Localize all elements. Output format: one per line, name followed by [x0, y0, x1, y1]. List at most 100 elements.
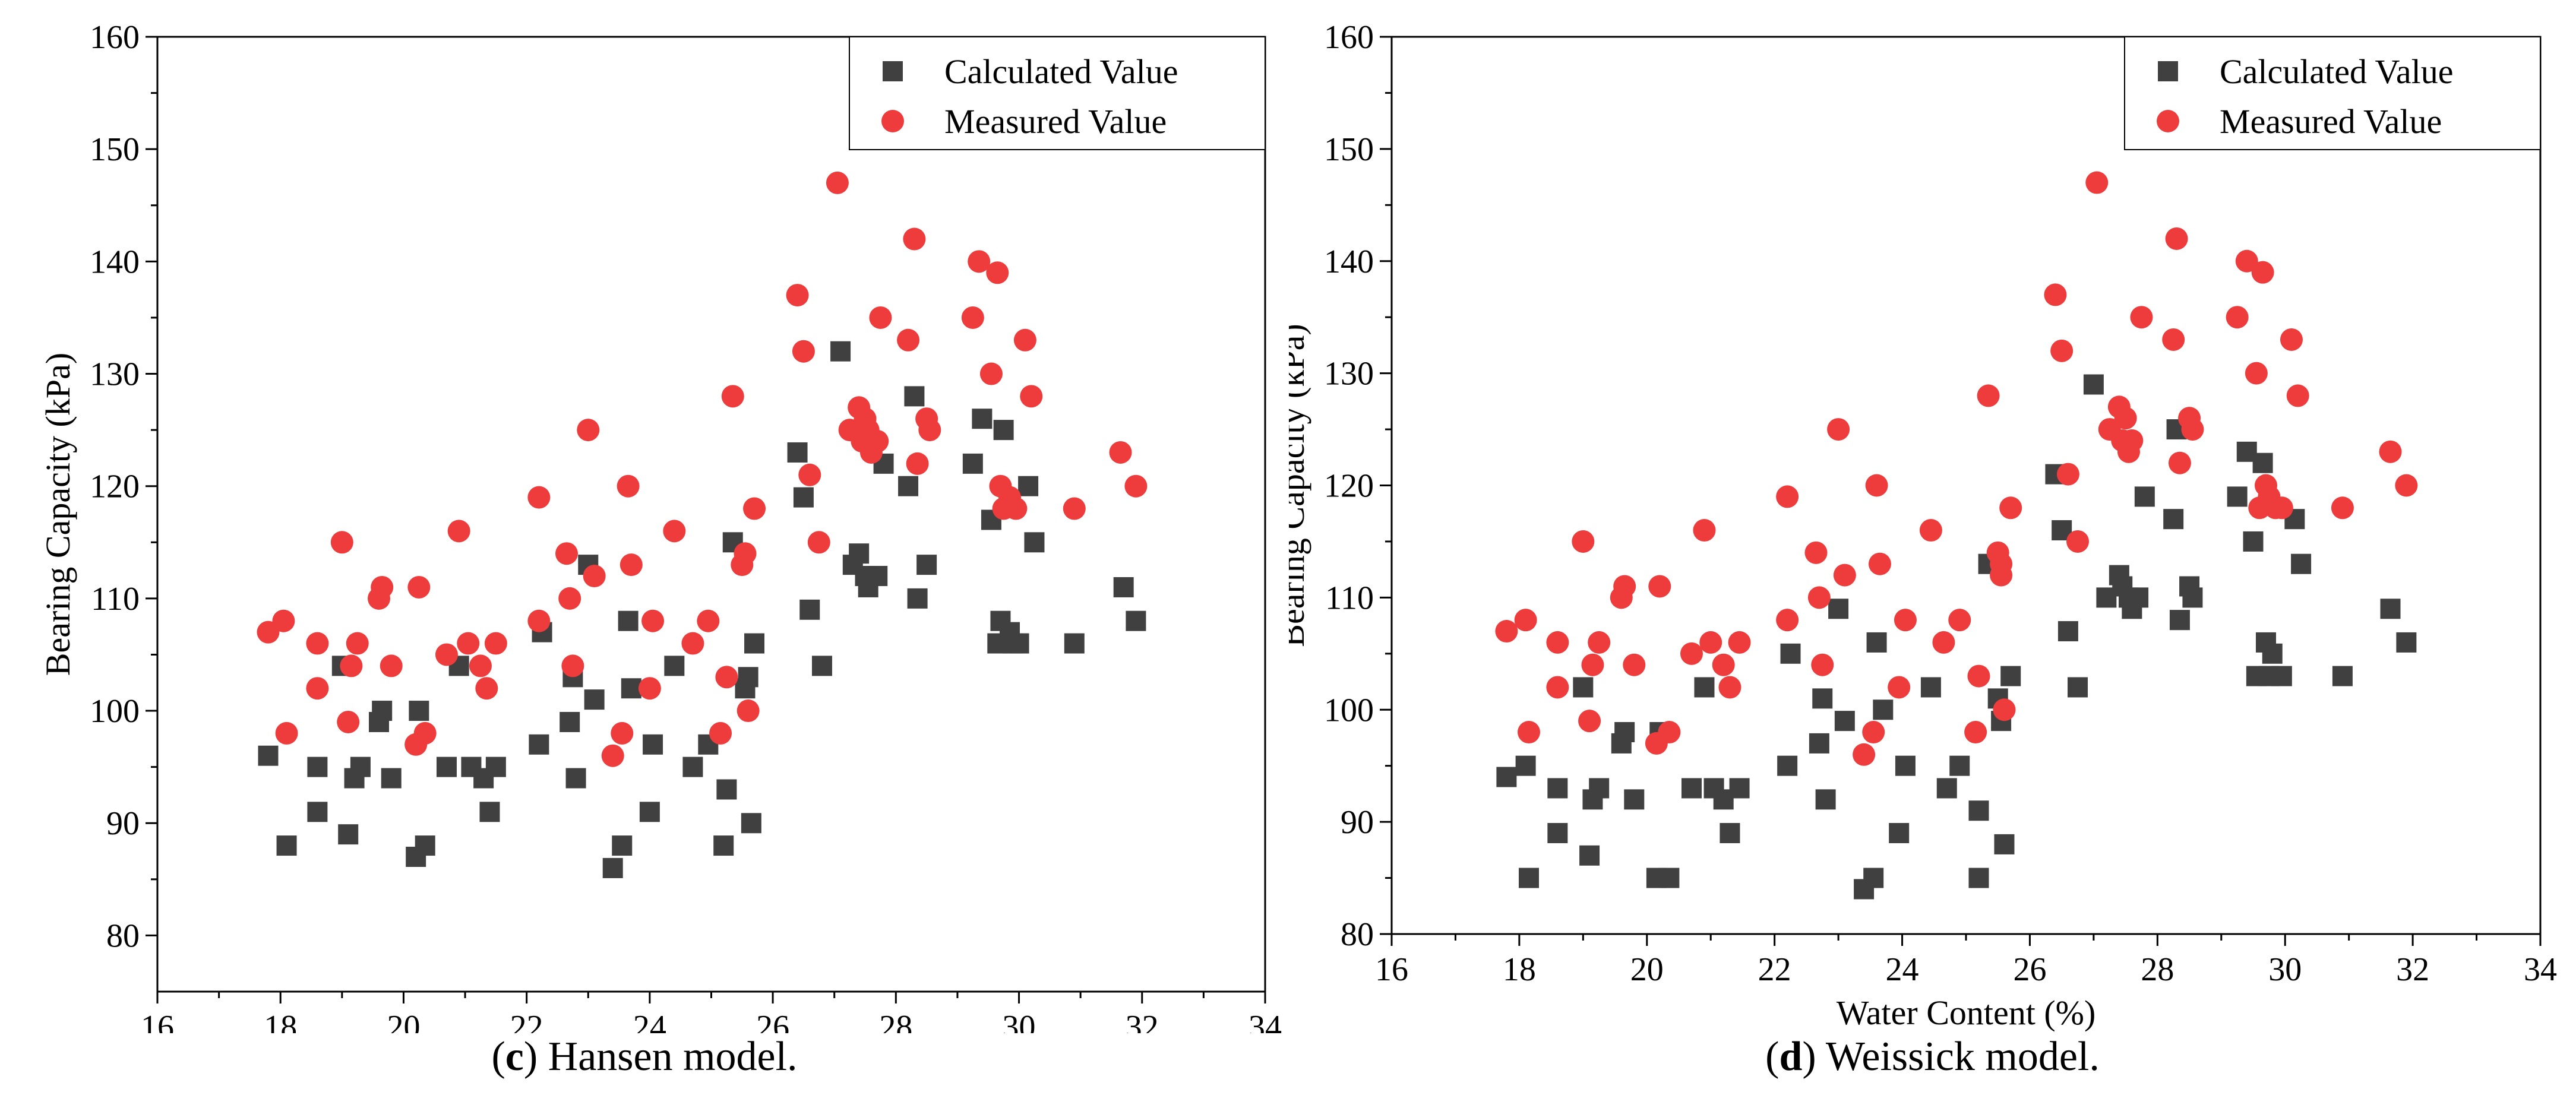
chart-d-point-measured: [1993, 698, 2016, 721]
chart-c-point-calculated: [415, 835, 435, 856]
chart-c-point-calculated: [907, 588, 928, 609]
chart-c-point-measured: [475, 677, 498, 700]
chart-d-point-measured: [1932, 631, 1955, 654]
chart-c-point-measured: [577, 419, 600, 442]
chart-d-point-measured: [1999, 496, 2022, 520]
chart-d-point-measured: [1581, 653, 1604, 676]
chart-d-point-calculated: [2227, 486, 2248, 507]
chart-c-point-measured: [617, 474, 640, 498]
chart-c-xtick-label: 32: [1126, 1009, 1159, 1033]
chart-c-point-measured: [601, 744, 624, 767]
chart-d-xtick-label: 20: [1630, 951, 1664, 988]
chart-d-point-measured: [1680, 642, 1703, 665]
chart-d-point-measured: [2286, 384, 2309, 407]
chart-c-ytick-label: 80: [106, 917, 140, 954]
chart-d-point-measured: [2251, 261, 2274, 284]
chart-c-point-measured: [866, 430, 889, 453]
chart-c-point-calculated: [812, 656, 832, 676]
chart-d-ytick-label: 80: [1341, 916, 1374, 953]
chart-d-point-measured: [2226, 306, 2249, 329]
chart-c-point-measured: [979, 362, 1003, 385]
chart-c-legend-marker-measured: [881, 110, 904, 132]
chart-d-point-measured: [1623, 653, 1646, 676]
chart-c-point-measured: [663, 520, 686, 543]
chart-c-point-measured: [869, 306, 892, 329]
chart-c-xtick-label: 24: [633, 1009, 666, 1033]
chart-c-ytick-label: 130: [90, 356, 140, 393]
chart-c-point-calculated: [741, 813, 761, 834]
chart-d-point-measured: [1967, 664, 1990, 688]
chart-c-xtick-label: 34: [1249, 1009, 1282, 1033]
chart-c-point-measured: [447, 520, 470, 543]
chart-d-point-calculated: [1694, 677, 1715, 698]
chart-d-point-calculated: [1720, 823, 1740, 844]
chart-d-point-measured: [1495, 620, 1518, 643]
chart-d-point-measured: [2056, 463, 2079, 486]
chart-d-point-calculated: [1812, 688, 1833, 709]
chart-c-point-measured: [407, 575, 431, 599]
chart-d-svg: 16 18 20 22 24 26 28 30 32 34 80 90 100 110 120 130 140 1…: [1289, 19, 2557, 1032]
chart-c-point-measured: [555, 542, 579, 565]
chart-c-point-calculated: [560, 711, 580, 732]
chart-c-point-measured: [709, 721, 732, 745]
chart-c-point-measured: [807, 531, 830, 554]
chart-d-legend: [2124, 36, 2541, 150]
chart-d-ytick-label: 140: [1324, 243, 1374, 280]
chart-c-point-measured: [798, 463, 821, 486]
chart-d-point-measured: [1827, 418, 1850, 441]
chart-d-point-measured: [2379, 440, 2402, 463]
chart-c-point-calculated: [744, 633, 765, 654]
chart-c-point-calculated: [793, 487, 814, 508]
chart-d-point-measured: [1572, 530, 1595, 553]
chart-d-xlabel: Water Content (%): [1837, 993, 2096, 1032]
chart-c-point-measured: [734, 542, 757, 565]
chart-d-point-measured: [1588, 631, 1611, 654]
chart-c-point-calculated: [479, 802, 500, 822]
chart-c-point-calculated: [830, 341, 851, 362]
chart-d-point-measured: [2181, 418, 2204, 441]
chart-d-point-calculated: [1659, 868, 1680, 888]
chart-d-point-measured: [1648, 575, 1671, 598]
chart-d-point-measured: [1578, 710, 1601, 733]
chart-d-xtick-label: 32: [2396, 951, 2429, 988]
chart-d-ytick-label: 90: [1341, 804, 1374, 841]
chart-c-point-measured: [558, 587, 581, 610]
chart-d-point-measured: [1728, 631, 1751, 654]
chart-d-point-calculated: [1496, 767, 1517, 787]
chart-d-point-calculated: [2252, 452, 2273, 473]
chart-c-ytick-label: 150: [90, 131, 140, 168]
chart-c-point-measured: [380, 654, 403, 678]
chart-d-point-measured: [2050, 339, 2074, 362]
chart-d-point-calculated: [2169, 610, 2190, 631]
caption-d: (d) Weissick model.: [1765, 1034, 2100, 1079]
chart-d-point-calculated: [1589, 778, 1610, 799]
chart-c-point-measured: [413, 721, 437, 745]
chart-d-point-measured: [2168, 451, 2191, 474]
chart-c-point-measured: [786, 284, 809, 307]
chart-d-point-measured: [2235, 249, 2258, 273]
chart-d-xtick-label: 28: [2141, 951, 2174, 988]
chart-c-point-measured: [918, 419, 941, 442]
chart-c-point-measured: [737, 699, 760, 723]
chart-d-ytick-label: 160: [1324, 19, 1374, 56]
chart-d-point-measured: [1833, 564, 1856, 587]
chart-c-legend-marker-calculated: [883, 61, 903, 81]
chart-d-ytick-label: 120: [1324, 468, 1374, 505]
chart-d-legend-label: Measured Value: [2220, 102, 2442, 141]
chart-c-ytick-label: 110: [91, 581, 140, 618]
chart-c-point-measured: [583, 565, 606, 588]
chart-c-point-measured: [1013, 328, 1036, 352]
chart-c-point-calculated: [972, 409, 993, 429]
panel-c: 16 18 20 22 24 26 28 30 32 34 80 90 100 110 120 130 140 1…: [39, 19, 1282, 1079]
chart-c-point-calculated: [621, 678, 641, 699]
chart-c-xtick-label: 16: [141, 1009, 174, 1033]
chart-d-point-measured: [1888, 676, 1911, 699]
chart-c-point-calculated: [1018, 476, 1039, 496]
caption-d-letter: d: [1779, 1034, 1803, 1079]
chart-d-point-calculated: [1828, 599, 1849, 619]
chart-c-legend-label: Measured Value: [944, 102, 1167, 141]
chart-d-point-calculated: [2128, 587, 2149, 608]
chart-d-xtick-label: 26: [2013, 951, 2046, 988]
chart-d-point-measured: [2270, 496, 2293, 520]
